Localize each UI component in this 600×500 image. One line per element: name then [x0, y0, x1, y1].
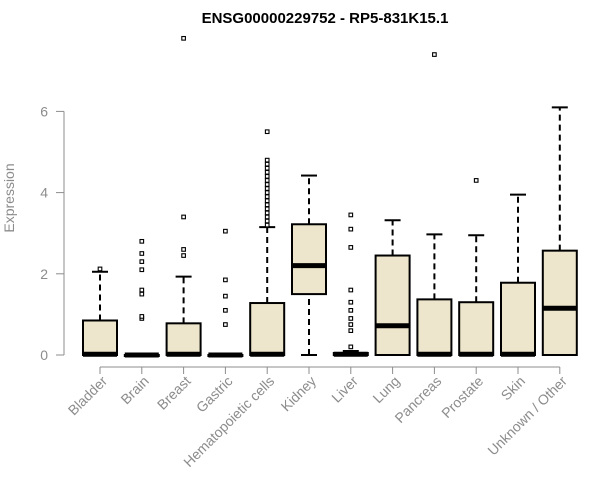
iqr-box: [249, 302, 286, 357]
outlier-point: [139, 259, 145, 264]
outlier-point: [223, 293, 228, 299]
outlier-point: [348, 212, 354, 218]
box-bladder: [82, 266, 118, 357]
outlier-point: [348, 344, 354, 350]
outlier-point: [181, 247, 186, 252]
box-kidney: [291, 174, 327, 356]
outlier-point: [264, 210, 270, 216]
outlier-point: [264, 198, 270, 204]
outlier-point: [139, 287, 145, 293]
outlier-point: [223, 228, 228, 234]
outlier-point: [139, 267, 145, 273]
outlier-point: [348, 226, 354, 232]
box-skin: [500, 193, 536, 357]
iqr-box: [291, 223, 327, 296]
box-prostate: [458, 178, 495, 357]
outlier-point: [432, 52, 437, 57]
box-hematopoietic-cells: [249, 129, 286, 357]
x-tick-label: Skin: [498, 373, 529, 404]
outlier-point: [264, 165, 270, 171]
box-liver: [332, 212, 369, 357]
outlier-point: [264, 161, 270, 167]
iqr-box: [374, 254, 411, 356]
iqr-box: [541, 249, 578, 357]
x-tick-label: Lung: [369, 373, 402, 406]
x-tick-label: Liver: [328, 373, 361, 406]
outlier-point: [264, 206, 270, 212]
outlier-point: [97, 266, 103, 272]
outlier-point: [181, 35, 186, 41]
outlier-point: [223, 277, 228, 283]
y-axis: 0 2 4 6: [40, 103, 65, 363]
y-tick-label: 4: [40, 185, 48, 201]
x-tick-label: Brain: [117, 373, 151, 407]
boxes-layer: [82, 35, 578, 358]
iqr-box: [82, 319, 118, 356]
outlier-point: [264, 157, 270, 163]
outlier-point: [181, 253, 186, 258]
outlier-point: [139, 238, 145, 244]
outlier-point: [264, 129, 270, 135]
chart-title: ENSG00000229752 - RP5-831K15.1: [202, 10, 449, 27]
outlier-point: [348, 299, 354, 305]
outlier-point: [264, 214, 270, 220]
outlier-point: [264, 202, 270, 208]
outlier-point: [348, 328, 354, 333]
outlier-point: [223, 322, 228, 327]
outlier-point: [348, 245, 354, 250]
outlier-point: [348, 287, 354, 293]
outlier-point: [181, 214, 186, 220]
outlier-point: [264, 218, 270, 224]
outlier-point: [348, 307, 354, 313]
outlier-point: [264, 186, 270, 191]
box-lung: [374, 219, 411, 356]
outlier-point: [264, 169, 270, 175]
y-tick-label: 0: [40, 347, 48, 363]
x-tick-label: Bladder: [65, 373, 111, 419]
iqr-box: [416, 298, 453, 356]
box-unknown-other: [541, 106, 578, 357]
y-axis-label: Expression: [1, 163, 17, 232]
outlier-point: [264, 174, 270, 179]
box-brain: [123, 238, 160, 358]
x-tick-label: Breast: [154, 373, 194, 413]
x-tick-label: Prostate: [438, 373, 486, 421]
outlier-point: [264, 194, 270, 200]
outlier-point: [223, 307, 228, 313]
outlier-point: [348, 316, 354, 321]
box-gastric: [207, 228, 244, 358]
outlier-point: [473, 178, 479, 183]
outlier-point: [139, 251, 145, 256]
box-pancreas: [416, 52, 453, 357]
iqr-box: [165, 322, 202, 356]
y-tick-label: 6: [40, 103, 48, 119]
outlier-point: [348, 322, 354, 327]
outlier-point: [264, 178, 270, 183]
iqr-box: [500, 281, 536, 356]
x-tick-label: Unknown / Other: [484, 373, 570, 459]
y-tick-label: 2: [40, 266, 48, 282]
iqr-box: [458, 301, 495, 356]
outlier-point: [139, 291, 145, 297]
box-breast: [165, 35, 202, 357]
outlier-point: [264, 182, 270, 187]
x-tick-label: Kidney: [278, 373, 320, 415]
outlier-point: [264, 222, 270, 228]
outlier-point: [139, 314, 145, 319]
outlier-point: [264, 190, 270, 195]
